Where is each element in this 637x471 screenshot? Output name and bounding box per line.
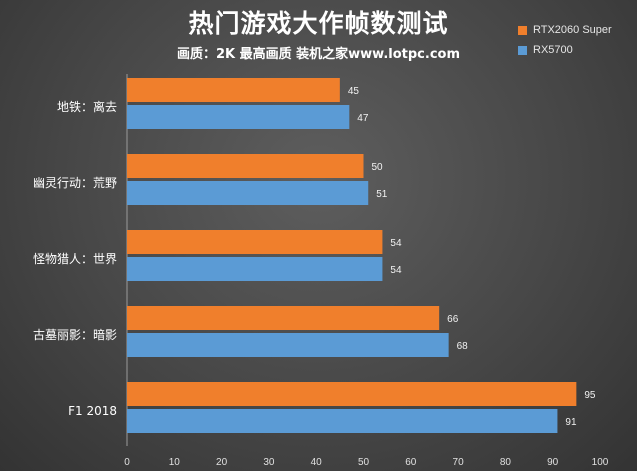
x-tick-label-8: 80 xyxy=(500,457,512,468)
bar-rtx2060-super-2 xyxy=(127,230,383,254)
bar-rtx2060-super-1 xyxy=(127,154,364,178)
chart-legend: RTX2060 Super RX5700 xyxy=(518,20,612,60)
category-label-2: 怪物猎人：世界 xyxy=(33,252,117,266)
category-label-3: 古墓丽影：暗影 xyxy=(33,327,117,342)
legend-label-series-2: RX5700 xyxy=(533,44,573,56)
legend-swatch-series-2 xyxy=(518,45,527,55)
category-label-4: F1 2018 xyxy=(68,404,117,418)
x-tick-label-7: 70 xyxy=(453,457,465,468)
data-label-rx5700-3: 68 xyxy=(457,341,469,352)
bar-rx5700-0 xyxy=(127,105,350,129)
category-label-1: 幽灵行动：荒野 xyxy=(33,176,117,190)
x-tick-label-6: 60 xyxy=(405,457,417,468)
data-label-rtx2060-super-0: 45 xyxy=(348,86,360,97)
legend-item-series-2: RX5700 xyxy=(518,40,612,60)
legend-swatch-series-1 xyxy=(518,25,527,35)
data-label-rtx2060-super-4: 95 xyxy=(584,390,596,401)
data-label-rx5700-0: 47 xyxy=(357,113,369,124)
bar-rtx2060-super-3 xyxy=(127,306,440,330)
bar-rtx2060-super-0 xyxy=(127,78,340,102)
bar-rx5700-3 xyxy=(127,333,449,357)
x-tick-label-9: 90 xyxy=(547,457,559,468)
bar-rx5700-4 xyxy=(127,409,558,433)
legend-label-series-1: RTX2060 Super xyxy=(533,24,612,36)
category-label-0: 地铁：离去 xyxy=(57,99,117,114)
chart-title: 热门游戏大作帧数测试 xyxy=(188,9,449,38)
bar-rtx2060-super-4 xyxy=(127,382,577,406)
legend-item-series-1: RTX2060 Super xyxy=(518,20,612,40)
x-tick-label-10: 100 xyxy=(592,457,609,468)
chart-subtitle: 画质：2K 最高画质 装机之家www.lotpc.com xyxy=(176,47,461,62)
data-label-rx5700-1: 51 xyxy=(376,189,388,200)
bar-rx5700-1 xyxy=(127,181,369,205)
x-tick-label-2: 20 xyxy=(216,457,228,468)
data-label-rtx2060-super-1: 50 xyxy=(372,162,384,173)
x-tick-label-0: 0 xyxy=(124,457,130,468)
data-label-rtx2060-super-2: 54 xyxy=(390,238,402,249)
data-label-rtx2060-super-3: 66 xyxy=(447,314,459,325)
x-tick-label-1: 10 xyxy=(169,457,181,468)
x-tick-label-4: 40 xyxy=(311,457,323,468)
data-label-rx5700-4: 91 xyxy=(565,417,577,428)
bar-rx5700-2 xyxy=(127,257,383,281)
x-tick-label-5: 50 xyxy=(358,457,370,468)
x-tick-label-3: 30 xyxy=(263,457,275,468)
data-label-rx5700-2: 54 xyxy=(390,265,402,276)
